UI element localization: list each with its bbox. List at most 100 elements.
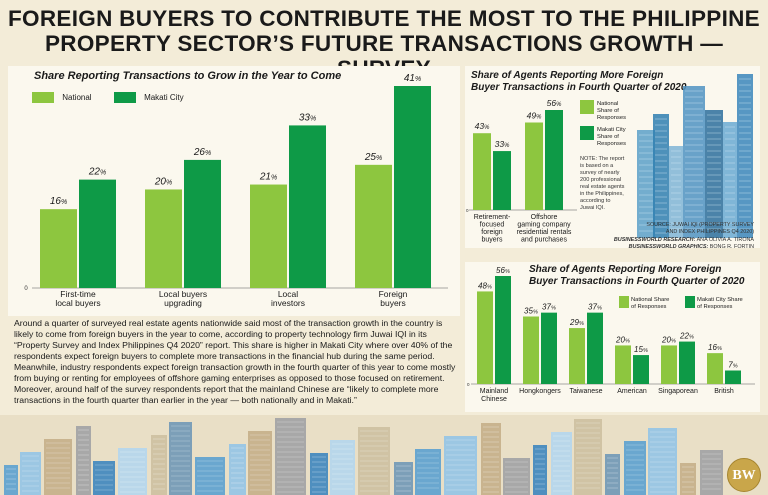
data-label: 35% — [524, 307, 538, 316]
credit-source-1: SOURCE: JUWAI IQI (PROPERTY SURVEY — [646, 222, 754, 228]
skyline-building — [358, 427, 390, 495]
skyline-building — [44, 439, 72, 495]
credit-graphics: BUSINESSWORLD GRAPHICS: BONG R. FORTIN — [614, 244, 754, 251]
chart-panel-main: Share Reporting Transactions to Grow in … — [8, 66, 460, 316]
chart-panel-top-right: Share of Agents Reporting More Foreign B… — [465, 66, 760, 248]
data-label: 16% — [50, 196, 67, 207]
bar — [615, 345, 631, 384]
legend-label: Share of — [597, 108, 619, 114]
category-label: Local buyers — [159, 289, 207, 299]
bar — [250, 184, 287, 288]
data-label: 15% — [634, 345, 648, 354]
chart-tr-title-line-2: Buyer Transactions in Fourth Quarter of … — [471, 82, 687, 93]
y-axis-zero-label: 0 — [466, 208, 469, 213]
credit-research: BUSINESSWORLD RESEARCH: ANA OLIVIA A. TI… — [614, 237, 754, 244]
bar — [145, 189, 182, 288]
bar — [473, 133, 491, 210]
skyline-building — [151, 435, 167, 495]
skyline-building — [415, 449, 441, 495]
chart-br-title-line-2: Buyer Transactions in Fourth Quarter of … — [529, 276, 745, 287]
bar — [569, 328, 585, 384]
category-label: foreign — [481, 229, 503, 236]
category-label: gaming company — [517, 222, 571, 229]
skyline-building — [275, 418, 306, 495]
category-label: Foreign — [379, 289, 408, 299]
bar — [289, 125, 326, 288]
bar — [525, 122, 543, 210]
data-label: 21% — [259, 172, 277, 183]
building-illustration — [737, 74, 753, 238]
survey-note: NOTE: The report is based on a survey of… — [580, 156, 640, 212]
skyline-building — [624, 441, 646, 495]
skyline-building — [93, 461, 115, 495]
skyline-building — [605, 454, 620, 495]
category-label: upgrading — [164, 298, 202, 308]
building-illustration — [723, 122, 737, 238]
data-label: 7% — [728, 361, 737, 370]
skyline-building — [551, 432, 572, 495]
note-line: in the Philippines, — [580, 191, 624, 197]
credits: SOURCE: JUWAI IQI (PROPERTY SURVEY AND I… — [614, 222, 754, 252]
bar — [661, 345, 677, 384]
legend-swatch-national — [32, 92, 54, 103]
y-axis-zero-label: 0 — [467, 382, 470, 387]
data-label: 56% — [496, 266, 510, 275]
note-line: Juwai IQI. — [580, 205, 605, 211]
credit-source-2: AND INDEX PHILIPPINES Q4 2020) — [665, 229, 754, 236]
data-label: 37% — [588, 303, 602, 312]
category-label: Mainland — [480, 388, 509, 395]
bar — [725, 370, 741, 384]
data-label: 22% — [679, 332, 694, 341]
data-label: 41% — [404, 73, 421, 84]
data-label: 20% — [615, 335, 630, 344]
legend-label-national: National — [62, 92, 92, 102]
category-label: local buyers — [55, 298, 100, 308]
note-line: NOTE: The report — [580, 156, 625, 162]
building-illustration — [653, 114, 669, 238]
legend-label: Responses — [597, 141, 626, 147]
skyline-building — [248, 431, 272, 495]
legend-swatch — [580, 126, 594, 140]
bar — [523, 316, 539, 384]
category-label: British — [714, 388, 734, 395]
bar — [633, 355, 649, 384]
note-line: according to — [580, 198, 611, 204]
headline-line-2: PROPERTY SECTOR’S FUTURE TRANSACTIONS GR… — [45, 31, 723, 81]
legend-swatch — [685, 296, 695, 308]
legend-label: of Responses — [631, 304, 667, 310]
bar — [493, 151, 511, 210]
legend-label: National — [597, 101, 618, 107]
bar — [587, 312, 603, 384]
category-label: Hongkongers — [519, 388, 561, 395]
note-line: survey of nearly — [580, 170, 620, 176]
category-label: First-time — [60, 289, 96, 299]
building-illustration — [637, 130, 655, 238]
category-label: Taiwanese — [569, 388, 602, 395]
chart-br-title-line-1: Share of Agents Reporting More Foreign — [529, 264, 722, 275]
chart-br-title: Share of Agents Reporting More Foreign B… — [529, 264, 744, 288]
note-line: is based on a — [580, 163, 614, 169]
credit-research-label: BUSINESSWORLD RESEARCH: — [613, 236, 696, 243]
legend-label: Makati City Share — [697, 297, 743, 303]
legend-main: National Makati City — [32, 92, 184, 103]
bar — [541, 312, 557, 384]
skyline-building — [503, 458, 530, 495]
legend-label: of Responses — [697, 304, 733, 310]
note-line: real estate agents — [580, 184, 625, 190]
businessworld-logo: BW — [727, 458, 761, 492]
bar — [477, 291, 493, 384]
city-skyline-illustration — [0, 415, 768, 495]
credit-graphics-name: BONG R. FORTIN — [709, 244, 754, 251]
skyline-building — [76, 426, 91, 495]
chart-main-title: Share Reporting Transactions to Grow in … — [34, 70, 342, 82]
legend-label: Responses — [597, 115, 626, 121]
legend-label-makati: Makati City — [144, 92, 184, 102]
data-label: 20% — [661, 335, 676, 344]
skyline-building — [310, 453, 328, 495]
legend-label: Share of — [597, 134, 619, 140]
category-label: Singaporean — [658, 388, 698, 395]
credit-graphics-label: BUSINESSWORLD GRAPHICS: — [628, 244, 709, 251]
skyline-building — [574, 419, 602, 495]
